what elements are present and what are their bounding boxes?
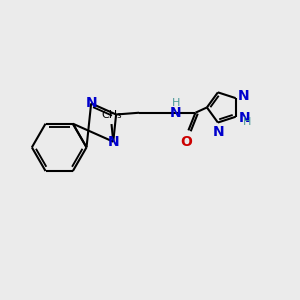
Text: N: N xyxy=(238,89,249,103)
Text: N: N xyxy=(213,125,225,139)
Text: N: N xyxy=(238,111,250,125)
Text: CH₃: CH₃ xyxy=(101,110,122,120)
Text: H: H xyxy=(243,117,251,127)
Text: O: O xyxy=(181,135,193,149)
Text: H: H xyxy=(172,98,180,108)
Text: N: N xyxy=(85,96,97,110)
Text: N: N xyxy=(107,135,119,149)
Text: N: N xyxy=(170,106,182,120)
